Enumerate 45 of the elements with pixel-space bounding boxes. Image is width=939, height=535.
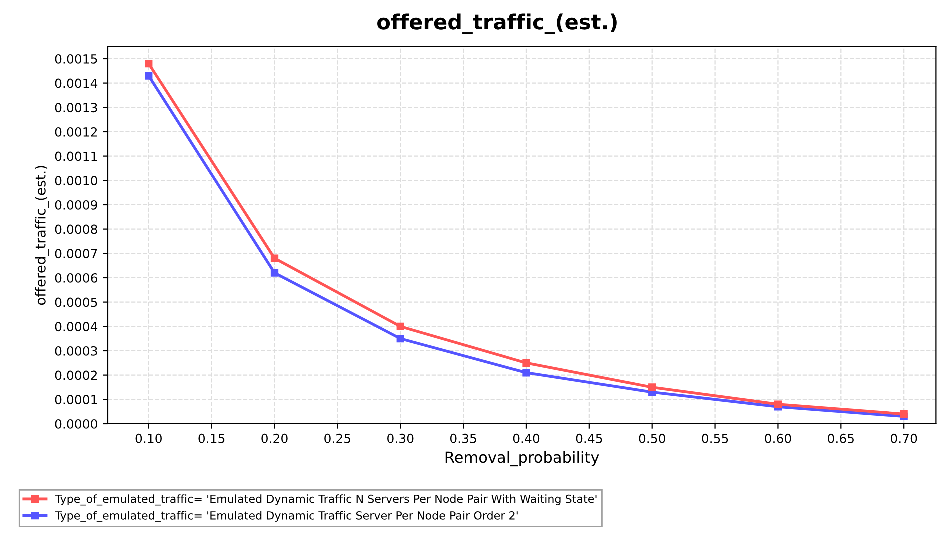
y-tick-label: 0.0015 bbox=[55, 54, 98, 64]
x-tick-label: 0.70 bbox=[890, 434, 918, 444]
x-tick-label: 0.10 bbox=[136, 434, 162, 444]
point bbox=[270, 269, 279, 277]
legend-label: Type_of_emulated_traffic= 'Emulated Dynamic Traffic Server Per Node Pair Order 2' bbox=[55, 511, 518, 522]
y-tick-label: 0.0009 bbox=[55, 200, 98, 210]
y-tick-label: 0.0000 bbox=[55, 419, 98, 429]
x-tick-label: 0.25 bbox=[324, 434, 351, 444]
point bbox=[648, 384, 656, 392]
x-tick-label: 0.30 bbox=[388, 434, 414, 444]
y-tick-label: 0.0011 bbox=[55, 152, 98, 162]
y-tick-label: 0.0001 bbox=[55, 395, 98, 405]
y-tick-label: 0.0010 bbox=[55, 176, 98, 186]
point bbox=[270, 254, 279, 262]
y-tick-label: 0.0008 bbox=[55, 224, 98, 234]
point bbox=[774, 400, 782, 408]
y-tick-label: 0.0004 bbox=[55, 322, 98, 332]
point bbox=[145, 72, 153, 80]
point bbox=[396, 322, 404, 330]
x-tick-label: 0.35 bbox=[450, 434, 476, 444]
point bbox=[396, 335, 404, 343]
point bbox=[145, 60, 153, 68]
chart-title: offered_traffic_(est.) bbox=[378, 14, 617, 34]
y-tick-label: 0.0013 bbox=[55, 103, 98, 113]
y-tick-label: 0.0006 bbox=[55, 273, 98, 283]
x-tick-label: 0.15 bbox=[198, 434, 225, 444]
y-tick-label: 0.0002 bbox=[55, 370, 98, 380]
y-tick-label: 0.0014 bbox=[55, 78, 98, 88]
x-tick-label: 0.20 bbox=[262, 434, 288, 444]
legend-label: Type_of_emulated_traffic= 'Emulated Dynamic Traffic N Servers Per Node Pair With Waiting State' bbox=[55, 494, 597, 506]
y-tick-label: 0.0005 bbox=[55, 298, 98, 308]
x-tick-label: 0.50 bbox=[639, 434, 666, 444]
y-axis-title: offered_traffic_(est.) bbox=[35, 166, 49, 306]
x-tick-label: 0.40 bbox=[513, 434, 540, 444]
y-tick-label: 0.0003 bbox=[55, 346, 98, 356]
point bbox=[900, 410, 908, 418]
x-axis-title: Removal_probability bbox=[446, 451, 600, 467]
x-tick-label: 0.55 bbox=[702, 434, 728, 444]
x-tick-label: 0.45 bbox=[576, 434, 602, 444]
x-tick-label: 0.65 bbox=[828, 434, 854, 444]
x-tick-label: 0.60 bbox=[765, 434, 792, 444]
point bbox=[522, 369, 530, 377]
point bbox=[522, 359, 530, 367]
y-tick-label: 0.0012 bbox=[55, 127, 98, 137]
y-tick-label: 0.0007 bbox=[55, 249, 98, 259]
